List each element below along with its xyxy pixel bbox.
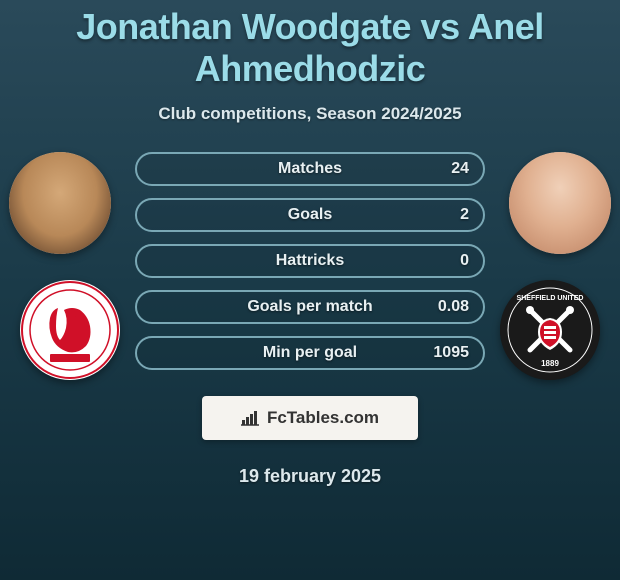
stat-value-right: 2: [460, 206, 469, 224]
stat-row: Matches 24: [135, 152, 485, 186]
stats-list: Matches 24 Goals 2 Hattricks 0 Goals per…: [135, 152, 485, 382]
comparison-area: SHEFFIELD UNITED 1889 Matches 24 Goals 2…: [0, 152, 620, 392]
stat-label: Matches: [278, 160, 342, 178]
stat-row: Hattricks 0: [135, 244, 485, 278]
club-left-badge: [20, 280, 120, 380]
player-right-avatar: [509, 152, 611, 254]
brand-text: FcTables.com: [267, 408, 379, 428]
bar-chart-icon: [241, 410, 261, 426]
stat-label: Hattricks: [276, 252, 344, 270]
stat-row: Goals per match 0.08: [135, 290, 485, 324]
stat-label: Goals per match: [247, 298, 372, 316]
stat-label: Goals: [288, 206, 332, 224]
stat-value-right: 1095: [433, 344, 469, 362]
subtitle: Club competitions, Season 2024/2025: [0, 104, 620, 124]
stat-value-right: 0: [460, 252, 469, 270]
page-title: Jonathan Woodgate vs Anel Ahmedhodzic: [0, 0, 620, 90]
club-right-badge: SHEFFIELD UNITED 1889: [500, 280, 600, 380]
club-right-year: 1889: [541, 359, 559, 368]
stat-row: Min per goal 1095: [135, 336, 485, 370]
date-text: 19 february 2025: [0, 466, 620, 487]
svg-text:SHEFFIELD UNITED: SHEFFIELD UNITED: [517, 295, 584, 302]
stat-label: Min per goal: [263, 344, 357, 362]
stat-value-right: 24: [451, 160, 469, 178]
player-left-face: [9, 152, 111, 254]
player-left-avatar: [9, 152, 111, 254]
stat-value-right: 0.08: [438, 298, 469, 316]
brand-box: FcTables.com: [202, 396, 418, 440]
player-right-face: [509, 152, 611, 254]
stat-row: Goals 2: [135, 198, 485, 232]
